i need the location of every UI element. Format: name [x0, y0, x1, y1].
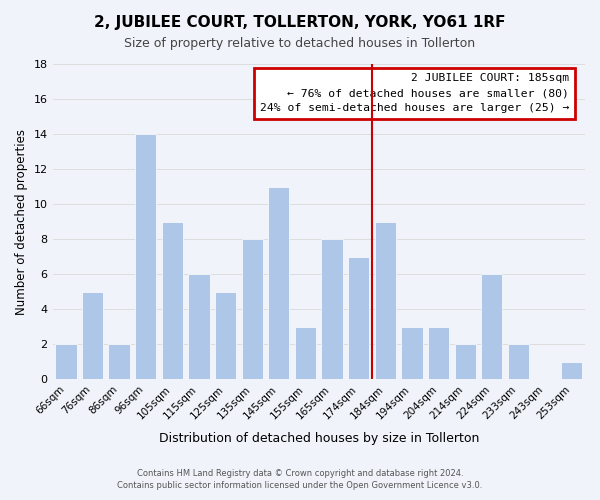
Y-axis label: Number of detached properties: Number of detached properties	[15, 128, 28, 314]
Bar	[374, 222, 396, 379]
Bar	[401, 326, 422, 379]
Bar	[508, 344, 529, 379]
Bar	[428, 326, 449, 379]
Bar	[268, 186, 289, 379]
Bar	[161, 222, 183, 379]
Bar	[348, 256, 370, 379]
Text: Contains HM Land Registry data © Crown copyright and database right 2024.
Contai: Contains HM Land Registry data © Crown c…	[118, 468, 482, 490]
Bar	[215, 292, 236, 379]
Bar	[242, 239, 263, 379]
Text: 2, JUBILEE COURT, TOLLERTON, YORK, YO61 1RF: 2, JUBILEE COURT, TOLLERTON, YORK, YO61 …	[94, 15, 506, 30]
Bar	[481, 274, 502, 379]
Bar	[561, 362, 583, 379]
Bar	[188, 274, 209, 379]
Bar	[109, 344, 130, 379]
Bar	[322, 239, 343, 379]
X-axis label: Distribution of detached houses by size in Tollerton: Distribution of detached houses by size …	[158, 432, 479, 445]
Bar	[82, 292, 103, 379]
Bar	[55, 344, 77, 379]
Bar	[135, 134, 157, 379]
Bar	[455, 344, 476, 379]
Text: Size of property relative to detached houses in Tollerton: Size of property relative to detached ho…	[124, 38, 476, 51]
Bar	[295, 326, 316, 379]
Text: 2 JUBILEE COURT: 185sqm
← 76% of detached houses are smaller (80)
24% of semi-de: 2 JUBILEE COURT: 185sqm ← 76% of detache…	[260, 74, 569, 113]
